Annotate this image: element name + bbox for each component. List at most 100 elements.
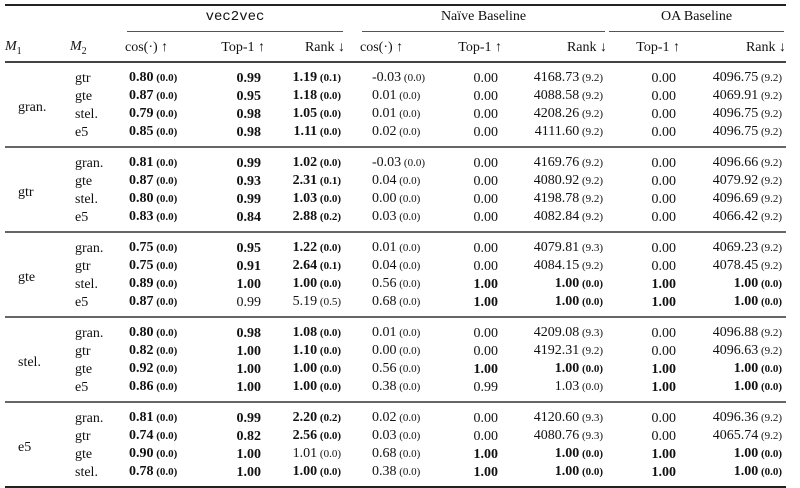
- spacer: [345, 275, 360, 293]
- cell-value: 4079.92: [712, 173, 759, 188]
- cell-value: 0.85: [129, 124, 154, 139]
- cell-std: (0.0): [396, 108, 421, 120]
- cell-naive-top1: 0.00: [430, 190, 502, 208]
- cell-value: 0.00: [473, 124, 499, 140]
- cell-v2v-rank: 2.31 (0.1): [265, 172, 345, 190]
- cell-naive-rank: 1.00 (0.0): [502, 445, 607, 463]
- cell-oa-top1: 0.00: [607, 123, 680, 147]
- cell-oa-top1: 0.00: [607, 62, 680, 87]
- cell-value: 1.00: [651, 361, 677, 377]
- cell-std: (0.0): [396, 242, 421, 254]
- cell-oa-rank: 4096.66 (9.2): [680, 147, 786, 172]
- table-row: gran. gtr 0.80 (0.0) 0.99 1.19 (0.1) -0.03 (0…: [5, 62, 786, 115]
- col-v2v-rank: Rank ↓: [265, 34, 345, 63]
- col-v2v-top1: Top-1 ↑: [197, 34, 265, 63]
- cell-value: 0.00: [651, 325, 677, 341]
- spacer: [345, 208, 360, 232]
- cell-oa-top1: 1.00: [607, 293, 680, 317]
- spacer: [345, 87, 360, 105]
- cell-v2v-rank: 1.00 (0.0): [265, 463, 345, 487]
- table-row: gtr 0.75 (0.0) 0.91 2.64 (0.1) 0.04 (0.0) 0.0…: [5, 257, 786, 275]
- cell-value: 0.83: [129, 209, 154, 224]
- cell-v2v-top1: 1.00: [197, 445, 265, 463]
- m2-label: gtr: [75, 258, 91, 274]
- cell-value: 1.00: [473, 361, 499, 377]
- cell-value: 1.03: [554, 379, 580, 394]
- cell-value: 0.98: [236, 106, 262, 122]
- cell-value: 4082.84: [533, 209, 580, 224]
- cell-oa-top1: 0.00: [607, 87, 680, 105]
- cell-naive-rank: 4084.15 (9.2): [502, 257, 607, 275]
- cell-naive-cos: 0.68 (0.0): [360, 445, 430, 463]
- cell-value: 1.08: [292, 325, 318, 340]
- cell-v2v-top1: 0.82: [197, 427, 265, 445]
- cell-v2v-top1: 0.98: [197, 105, 265, 123]
- cell-value: 1.18: [292, 88, 318, 103]
- cell-std: (0.0): [317, 345, 341, 357]
- table-row: gte gran. 0.75 (0.0) 0.95 1.22 (0.0) 0.01 (0.…: [5, 232, 786, 285]
- cell-value: 1.22: [292, 240, 318, 255]
- m2-label: e5: [75, 209, 89, 225]
- m2-label: gran.: [75, 155, 104, 171]
- cell-oa-rank: 4096.75 (9.2): [680, 123, 786, 147]
- cell-v2v-rank: 1.22 (0.0): [265, 232, 345, 257]
- cell-std: (9.2): [579, 345, 604, 357]
- cell-value: 4111.60: [534, 124, 580, 139]
- cell-v2v-top1: 0.98: [197, 317, 265, 342]
- cell-value: 1.10: [292, 343, 318, 358]
- table-row: e5 gran. 0.81 (0.0) 0.99 2.20 (0.2) 0.02 (0.0…: [5, 402, 786, 455]
- cell-v2v-rank: 1.10 (0.0): [265, 342, 345, 360]
- spacer: [345, 463, 360, 487]
- cell-std: (9.2): [579, 260, 604, 272]
- cell-std: (0.2): [317, 211, 341, 223]
- cell-value: 1.00: [651, 464, 677, 480]
- cell-value: 0.56: [372, 276, 397, 291]
- cell-std: (0.0): [396, 466, 421, 478]
- cell-value: 0.00: [473, 325, 499, 341]
- cell-value: 1.03: [292, 191, 318, 206]
- spacer: [345, 427, 360, 445]
- cell-naive-cos: 0.01 (0.0): [360, 232, 430, 257]
- spacer: [345, 105, 360, 123]
- cell-std: (9.2): [579, 108, 604, 120]
- cell-value: 0.68: [372, 294, 397, 309]
- table-row: e5 0.85 (0.0) 0.98 1.11 (0.0) 0.02 (0.0) 0.00…: [5, 123, 786, 147]
- cell-naive-rank: 4079.81 (9.3): [502, 232, 607, 257]
- table-row: gte 0.87 (0.0) 0.95 1.18 (0.0) 0.01 (0.0) 0.0…: [5, 87, 786, 105]
- group-header-vec2vec: vec2vec: [125, 4, 345, 34]
- cell-value: 0.99: [236, 294, 262, 310]
- cell-std: (9.2): [758, 72, 783, 84]
- cell-v2v-top1: 0.99: [197, 62, 265, 87]
- cell-naive-top1: 0.00: [430, 172, 502, 190]
- cell-value: 4192.31: [533, 343, 580, 358]
- cell-value: 0.89: [129, 276, 154, 291]
- cell-value: 0.99: [236, 410, 262, 426]
- cell-naive-cos: 0.02 (0.0): [360, 123, 430, 147]
- cell-value: 4096.75: [712, 124, 759, 139]
- cell-value: 2.31: [292, 173, 318, 188]
- cell-std: (0.0): [396, 90, 421, 102]
- cell-value: 1.00: [651, 294, 677, 310]
- cell-oa-rank: 4079.92 (9.2): [680, 172, 786, 190]
- cell-naive-cos: 0.01 (0.0): [360, 87, 430, 105]
- cell-naive-top1: 0.00: [430, 123, 502, 147]
- cell-value: 0.00: [473, 209, 499, 225]
- m2-label: gte: [75, 361, 93, 377]
- cell-std: (0.0): [317, 363, 341, 375]
- cell-std: (0.0): [396, 126, 421, 138]
- cell-oa-top1: 0.00: [607, 317, 680, 342]
- cell-value: 0.01: [372, 325, 397, 340]
- cell-value: 1.00: [473, 294, 499, 310]
- cell-value: 1.19: [292, 70, 318, 85]
- cell-value: -0.03: [372, 155, 402, 170]
- cell-naive-cos: 0.38 (0.0): [360, 378, 430, 402]
- table-row: stel. 0.80 (0.0) 0.99 1.03 (0.0) 0.00 (0.0) 0…: [5, 190, 786, 208]
- cell-value: 1.00: [651, 379, 677, 395]
- table-row: stel. 0.79 (0.0) 0.98 1.05 (0.0) 0.01 (0.0) 0…: [5, 105, 786, 123]
- cell-v2v-top1: 0.95: [197, 232, 265, 257]
- cell-naive-rank: 4080.76 (9.3): [502, 427, 607, 445]
- cell-oa-top1: 0.00: [607, 190, 680, 208]
- m2-label: stel.: [75, 276, 98, 292]
- cell-v2v-cos: 0.90 (0.0): [125, 445, 197, 463]
- cell-std: (9.2): [758, 211, 783, 223]
